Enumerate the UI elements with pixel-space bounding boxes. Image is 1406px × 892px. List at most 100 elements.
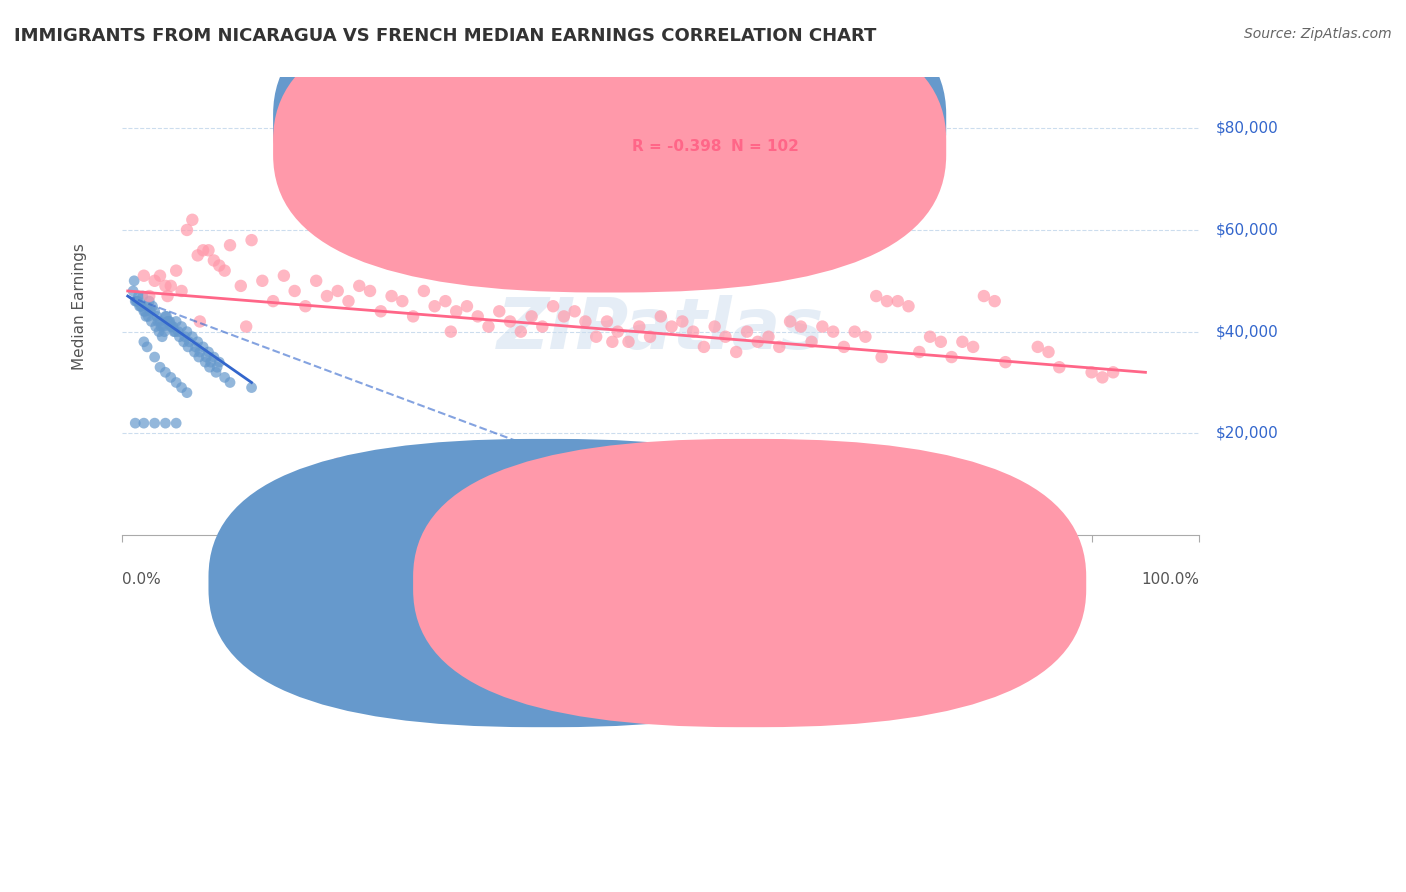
Point	[176, 325, 198, 339]
Point	[779, 314, 801, 328]
Point	[181, 329, 204, 343]
Point	[134, 304, 156, 318]
Point	[467, 310, 489, 324]
Text: $20,000: $20,000	[1215, 425, 1278, 441]
Point	[167, 325, 190, 339]
Text: 100.0%: 100.0%	[1142, 572, 1199, 587]
Point	[1038, 345, 1060, 359]
Point	[132, 268, 155, 283]
Text: N = 102: N = 102	[731, 138, 799, 153]
Point	[918, 329, 941, 343]
Point	[165, 416, 187, 430]
Point	[531, 319, 554, 334]
Point	[143, 416, 166, 430]
Point	[1091, 370, 1114, 384]
Text: Median Earnings: Median Earnings	[72, 243, 87, 369]
Point	[165, 325, 187, 339]
Point	[181, 212, 204, 227]
Point	[440, 325, 463, 339]
Point	[136, 299, 159, 313]
Point	[122, 284, 145, 298]
Point	[155, 310, 177, 324]
Point	[184, 340, 207, 354]
Point	[136, 340, 159, 354]
Point	[124, 416, 146, 430]
Point	[165, 263, 187, 277]
Point	[214, 370, 236, 384]
Text: $40,000: $40,000	[1215, 324, 1278, 339]
FancyBboxPatch shape	[273, 0, 946, 268]
Point	[661, 319, 683, 334]
Point	[865, 289, 887, 303]
Point	[197, 345, 219, 359]
Point	[163, 325, 186, 339]
Point	[200, 355, 222, 369]
Point	[553, 310, 575, 324]
Point	[229, 279, 252, 293]
Point	[564, 304, 586, 318]
Text: French: French	[769, 571, 820, 586]
Point	[173, 329, 195, 343]
Point	[146, 314, 169, 328]
Point	[138, 294, 160, 309]
Point	[962, 340, 984, 354]
Point	[650, 310, 672, 324]
Point	[170, 380, 193, 394]
Point	[1047, 360, 1070, 375]
FancyBboxPatch shape	[273, 2, 946, 293]
Point	[128, 299, 150, 313]
Point	[152, 319, 174, 334]
Point	[139, 304, 162, 318]
Point	[855, 329, 877, 343]
Point	[606, 325, 628, 339]
Text: R = -0.390: R = -0.390	[631, 113, 721, 128]
Point	[693, 340, 716, 354]
Point	[146, 310, 169, 324]
Point	[188, 314, 211, 328]
Point	[444, 304, 467, 318]
Point	[176, 223, 198, 237]
Point	[194, 355, 217, 369]
Point	[994, 355, 1017, 369]
Point	[162, 319, 184, 334]
Point	[136, 310, 159, 324]
Text: 0.0%: 0.0%	[122, 572, 162, 587]
Point	[141, 299, 163, 313]
Point	[509, 325, 531, 339]
Point	[703, 319, 725, 334]
Point	[870, 350, 893, 364]
Point	[187, 334, 209, 349]
Point	[143, 350, 166, 364]
Point	[602, 334, 624, 349]
Point	[135, 310, 157, 324]
Point	[908, 345, 931, 359]
Point	[177, 334, 200, 349]
Point	[127, 289, 149, 303]
FancyBboxPatch shape	[581, 105, 838, 169]
Point	[714, 329, 737, 343]
Point	[132, 334, 155, 349]
Point	[252, 274, 274, 288]
Point	[143, 274, 166, 288]
Point	[790, 319, 813, 334]
Point	[170, 284, 193, 298]
Point	[520, 310, 543, 324]
Point	[173, 334, 195, 349]
Point	[477, 319, 499, 334]
Point	[160, 319, 183, 334]
Point	[758, 329, 780, 343]
Point	[326, 284, 349, 298]
Point	[176, 385, 198, 400]
Point	[205, 365, 228, 379]
Point	[150, 319, 173, 334]
Point	[412, 284, 434, 298]
Point	[811, 319, 834, 334]
Point	[887, 294, 910, 309]
Point	[132, 416, 155, 430]
Point	[169, 329, 191, 343]
Text: IMMIGRANTS FROM NICARAGUA VS FRENCH MEDIAN EARNINGS CORRELATION CHART: IMMIGRANTS FROM NICARAGUA VS FRENCH MEDI…	[14, 27, 876, 45]
Point	[240, 380, 263, 394]
Point	[131, 299, 153, 313]
Point	[832, 340, 855, 354]
Point	[638, 329, 661, 343]
